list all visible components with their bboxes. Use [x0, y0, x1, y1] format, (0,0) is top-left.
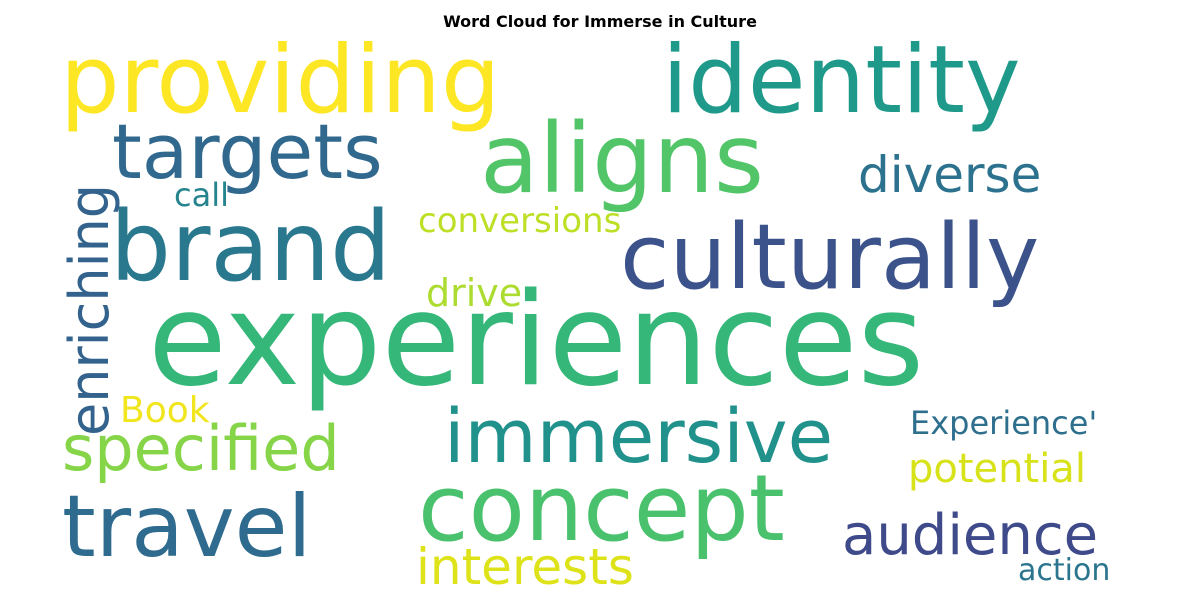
- word-experiences: experiences: [148, 266, 924, 415]
- word-immersive: immersive: [444, 394, 833, 480]
- word-targets: targets: [112, 107, 383, 196]
- word-providing: providing: [60, 26, 501, 135]
- word-book: Book: [120, 390, 210, 431]
- word-identity: identity: [662, 26, 1021, 135]
- chart-title: Word Cloud for Immerse in Culture: [443, 12, 757, 31]
- word-concept: concept: [418, 455, 785, 562]
- word-diverse: diverse: [858, 146, 1041, 204]
- word-action: action: [1018, 553, 1110, 588]
- word-conversions: conversions: [418, 201, 621, 241]
- word-interests: interests: [416, 538, 634, 596]
- word-brand: brand: [110, 191, 391, 303]
- word-experience: Experience': [910, 404, 1097, 442]
- word-enriching: enriching: [58, 184, 121, 436]
- word-drive: drive: [426, 271, 522, 315]
- word-specified: specified: [62, 412, 340, 485]
- word-culturally: culturally: [620, 205, 1039, 310]
- word-travel: travel: [62, 477, 311, 577]
- word-call: call: [174, 176, 229, 214]
- word-audience: audience: [842, 503, 1098, 568]
- word-potential: potential: [908, 446, 1086, 492]
- word-aligns: aligns: [480, 103, 764, 215]
